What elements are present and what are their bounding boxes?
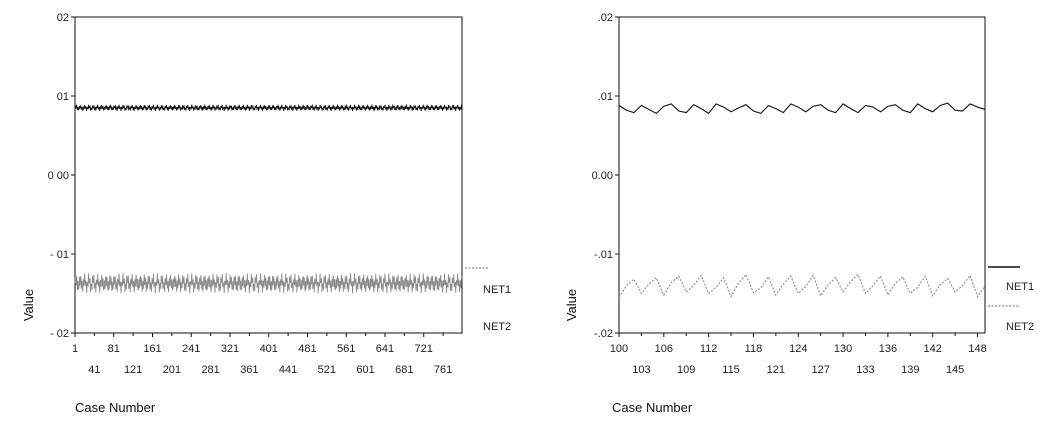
legend-label-net1: NET1	[1006, 281, 1034, 293]
x-tick-label: 118	[745, 343, 763, 355]
y-tick-label: -.02	[594, 328, 613, 340]
x-tick-label: 133	[856, 364, 874, 376]
x-tick-label: 321	[221, 343, 239, 355]
x-tick-label: 521	[318, 364, 336, 376]
chart-right: .02 .01 0.00 -.01 -.02 100 106 112 118 124 130 136 1…	[564, 12, 1034, 415]
x-tick-label: 601	[356, 364, 374, 376]
x-tick-label: 281	[201, 364, 219, 376]
x-tick-label: 121	[767, 364, 785, 376]
x-tick-label: 201	[163, 364, 181, 376]
x-tick-label: 100	[610, 343, 628, 355]
y-tick-label: 0 00	[48, 170, 69, 182]
x-tick-label: 115	[722, 364, 740, 376]
x-tick-label: 139	[901, 364, 919, 376]
legend-label-net2: NET2	[1006, 321, 1034, 333]
y-tick-label: 0.00	[592, 170, 613, 182]
x-tick-label: 121	[124, 364, 142, 376]
x-axis-title: Case Number	[75, 400, 156, 415]
y-tick-label: - 01	[50, 249, 69, 261]
x-tick-label: 145	[946, 364, 964, 376]
x-tick-label: 641	[376, 343, 394, 355]
x-tick-label: 161	[143, 343, 161, 355]
series-line-net1	[74, 103, 463, 112]
plot-frame	[618, 16, 986, 334]
series-line-net1	[618, 102, 986, 115]
y-tick-label: .02	[598, 12, 613, 24]
x-tick-label: 241	[182, 343, 200, 355]
x-tick-label: 148	[968, 343, 986, 355]
y-tick-label: 01	[57, 91, 69, 103]
series-line-net2	[74, 273, 463, 294]
x-tick-label: 361	[240, 364, 258, 376]
x-tick-label: 401	[260, 343, 278, 355]
x-tick-label: 127	[811, 364, 829, 376]
x-tick-label: 81	[108, 343, 120, 355]
series-line-net2	[618, 273, 986, 298]
x-tick-label: 106	[655, 343, 673, 355]
x-tick-label: 561	[337, 343, 355, 355]
y-axis-title: Value	[21, 289, 36, 321]
x-tick-label: 721	[415, 343, 433, 355]
y-tick-label: 02	[57, 12, 69, 24]
y-axis-title: Value	[564, 289, 579, 321]
x-tick-label: 681	[395, 364, 413, 376]
x-tick-label: 130	[834, 343, 852, 355]
x-tick-label: 41	[88, 364, 100, 376]
x-tick-label: 136	[879, 343, 897, 355]
x-tick-label: 112	[700, 343, 718, 355]
legend-label-net1: NET1	[483, 284, 511, 296]
x-tick-label: 761	[434, 364, 452, 376]
x-tick-label: 441	[279, 364, 297, 376]
y-tick-label: - 02	[50, 328, 69, 340]
x-tick-label: 142	[924, 343, 942, 355]
y-tick-label: -.01	[594, 249, 613, 261]
x-tick-label: 109	[677, 364, 695, 376]
x-tick-label: 481	[298, 343, 316, 355]
x-axis-title: Case Number	[612, 400, 693, 415]
y-tick-label: .01	[598, 91, 613, 103]
legend-label-net2: NET2	[483, 321, 511, 333]
x-tick-label: 103	[632, 364, 650, 376]
x-tick-label: 1	[72, 343, 78, 355]
x-tick-label: 124	[789, 343, 807, 355]
chart-left: 02 01 0 00 - 01 - 021 81 161 241 321 401 481 561 641…	[21, 12, 511, 415]
